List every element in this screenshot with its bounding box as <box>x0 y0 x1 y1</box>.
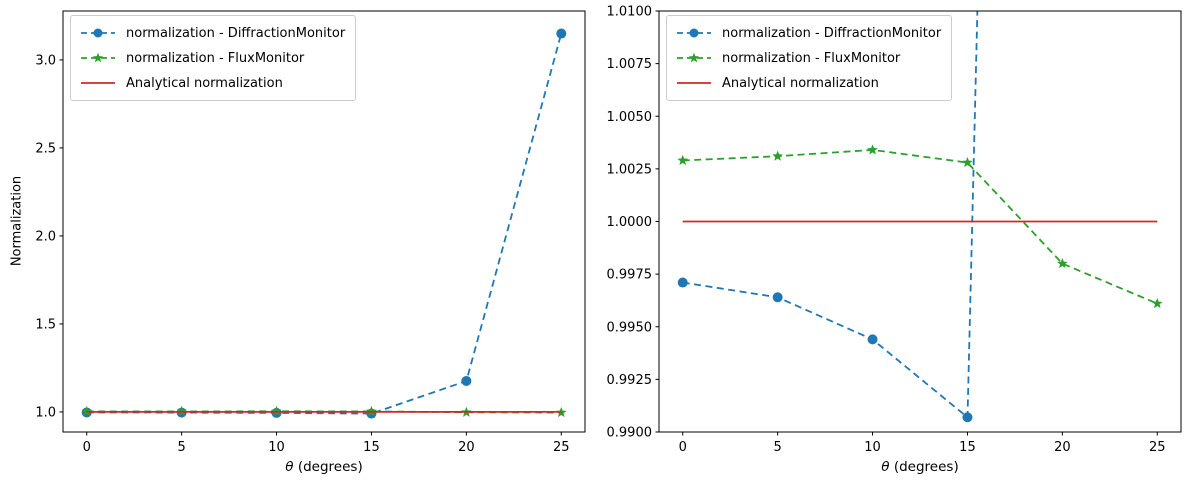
data-point-circle <box>962 412 973 423</box>
x-tick-label: 10 <box>864 440 881 455</box>
y-tick-label: 1.0050 <box>607 110 653 125</box>
data-point-star <box>867 144 878 155</box>
x-tick-label: 20 <box>458 440 475 455</box>
legend-label: normalization - FluxMonitor <box>126 50 305 66</box>
legend-label: Analytical normalization <box>722 75 879 91</box>
x-tick-label: 15 <box>363 440 380 455</box>
y-tick-label: 1.5 <box>35 317 56 332</box>
y-tick-label: 0.9925 <box>607 373 653 388</box>
data-point-circle <box>867 334 878 345</box>
x-tick-label: 15 <box>959 440 976 455</box>
legend-sample-star-icon <box>81 52 115 63</box>
legend-sample-star-icon <box>677 52 711 63</box>
y-tick-label: 1.0 <box>35 405 56 420</box>
y-tick-label: 1.0075 <box>607 57 653 72</box>
data-point-star <box>962 156 973 168</box>
data-point-star <box>772 150 783 161</box>
y-tick-label: 2.0 <box>35 229 56 244</box>
y-tick-label: 0.9975 <box>607 268 653 283</box>
x-tick-label: 0 <box>679 440 687 455</box>
y-tick-label: 1.0000 <box>607 215 653 230</box>
x-tick-label: 10 <box>268 440 285 455</box>
data-point-circle <box>461 375 472 386</box>
data-point-star <box>176 405 187 416</box>
x-tick-label: 5 <box>177 440 185 455</box>
series-line <box>682 148 1158 305</box>
legend-item: normalization - FluxMonitor <box>676 48 941 68</box>
legend-right: normalization - DiffractionMonitor normal… <box>666 15 953 101</box>
legend-item: normalization - DiffractionMonitor <box>676 23 941 43</box>
y-tick-label: 0.9950 <box>607 320 653 335</box>
subplot-left: 0 5 10 15 20 25 1.0 1.5 2.0 2.5 3.0 <box>35 10 586 455</box>
data-point-star <box>81 405 93 416</box>
data-point-star <box>677 154 689 165</box>
x-tick-label: 20 <box>1054 440 1071 455</box>
y-tick-label: 1.0025 <box>607 162 653 177</box>
data-point-star <box>1057 258 1068 269</box>
legend-item: Analytical normalization <box>80 73 345 93</box>
y-axis-label: Normalization <box>9 175 25 267</box>
y-tick-label: 1.0100 <box>607 5 653 20</box>
legend-label: normalization - DiffractionMonitor <box>722 25 942 41</box>
legend-label: normalization - DiffractionMonitor <box>126 25 346 41</box>
x-tick-label: 0 <box>83 440 91 455</box>
y-tick-label: 3.0 <box>35 53 56 68</box>
x-tick-label: 25 <box>553 440 570 455</box>
x-axis-label-left: θ (degrees) <box>285 459 362 475</box>
legend-label: normalization - FluxMonitor <box>722 50 901 66</box>
theta-symbol: θ <box>881 459 890 475</box>
x-tick-label: 5 <box>773 440 781 455</box>
legend-left: normalization - DiffractionMonitor normal… <box>70 15 357 101</box>
theta-symbol: θ <box>285 459 294 475</box>
data-point-star <box>271 405 282 416</box>
legend-sample-line-icon <box>81 82 115 84</box>
legend-item: normalization - DiffractionMonitor <box>80 23 345 43</box>
axes-frame <box>62 10 586 433</box>
x-axis-label-text: (degrees) <box>889 459 959 475</box>
data-point-circle <box>556 28 567 39</box>
legend-label: Analytical normalization <box>126 75 283 91</box>
x-axis-label-right: θ (degrees) <box>881 459 958 475</box>
axes-frame <box>658 10 1182 433</box>
legend-sample-line-icon <box>677 82 711 84</box>
data-point-circle <box>772 292 783 303</box>
data-point-circle <box>677 277 688 288</box>
legend-sample-circle-icon <box>677 28 711 38</box>
y-tick-label: 0.9900 <box>607 426 653 441</box>
x-axis-label-text: (degrees) <box>293 459 363 475</box>
legend-item: normalization - FluxMonitor <box>80 48 345 68</box>
data-point-star <box>366 405 377 416</box>
subplot-right: 0 5 10 15 20 25 0.9900 0.9925 0.9950 0.9975 1.0000… <box>607 5 1182 455</box>
x-tick-label: 25 <box>1149 440 1166 455</box>
legend-item: Analytical normalization <box>676 73 941 93</box>
y-tick-label: 2.5 <box>35 141 56 156</box>
data-point-star <box>1151 298 1163 309</box>
legend-sample-circle-icon <box>81 28 115 38</box>
